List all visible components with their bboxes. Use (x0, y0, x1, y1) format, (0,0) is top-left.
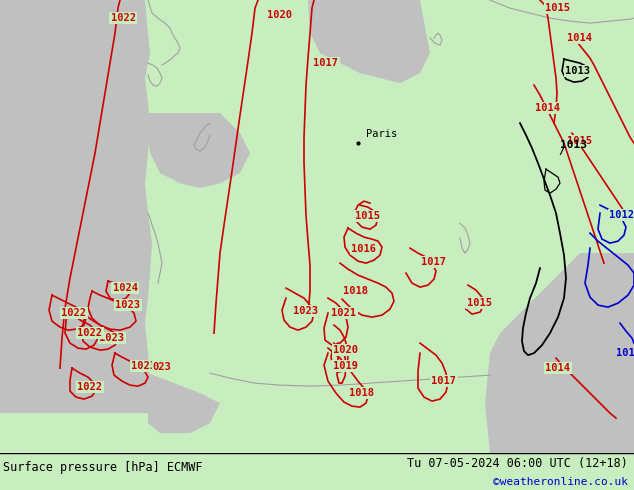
Text: ©weatheronline.co.uk: ©weatheronline.co.uk (493, 477, 628, 487)
Text: Surface pressure [hPa] ECMWF: Surface pressure [hPa] ECMWF (3, 462, 203, 474)
Text: 1019: 1019 (332, 361, 358, 371)
Text: 1013: 1013 (560, 140, 587, 150)
Text: 1022: 1022 (77, 382, 103, 392)
Text: 1014: 1014 (536, 103, 560, 113)
Text: 1013: 1013 (566, 66, 590, 76)
Text: 023: 023 (153, 362, 171, 372)
Polygon shape (0, 0, 152, 413)
Polygon shape (148, 113, 250, 188)
Text: Paris: Paris (366, 129, 398, 139)
Text: 1015: 1015 (354, 211, 380, 221)
Text: 1015: 1015 (567, 136, 593, 146)
Text: 1022: 1022 (61, 308, 86, 318)
Text: 1015: 1015 (545, 3, 571, 13)
Text: 1015: 1015 (467, 298, 493, 308)
Text: /: / (558, 146, 565, 156)
Text: 1023: 1023 (100, 333, 124, 343)
Text: 1017: 1017 (313, 58, 339, 68)
Text: 1023: 1023 (115, 300, 141, 310)
Text: 1017: 1017 (432, 376, 456, 386)
Text: 1024: 1024 (112, 283, 138, 293)
Text: Tu 07-05-2024 06:00 UTC (12+18): Tu 07-05-2024 06:00 UTC (12+18) (407, 457, 628, 470)
Text: 1021: 1021 (332, 308, 356, 318)
Text: 1016: 1016 (351, 244, 377, 254)
Text: 1020: 1020 (333, 345, 358, 355)
Polygon shape (485, 253, 634, 453)
Text: 1018: 1018 (349, 388, 375, 398)
Text: 1022: 1022 (77, 328, 103, 338)
Text: 1014: 1014 (567, 33, 593, 43)
Text: 1017: 1017 (422, 257, 446, 267)
Text: 1023: 1023 (131, 361, 157, 371)
Polygon shape (308, 0, 430, 83)
Text: 1023: 1023 (292, 306, 318, 316)
Text: 1014: 1014 (545, 363, 571, 373)
Text: 101: 101 (616, 348, 634, 358)
Polygon shape (148, 373, 220, 433)
Text: 1020: 1020 (268, 10, 292, 20)
Text: 1012: 1012 (609, 210, 634, 220)
Text: 1018: 1018 (344, 286, 368, 296)
Text: 1022: 1022 (110, 13, 136, 23)
